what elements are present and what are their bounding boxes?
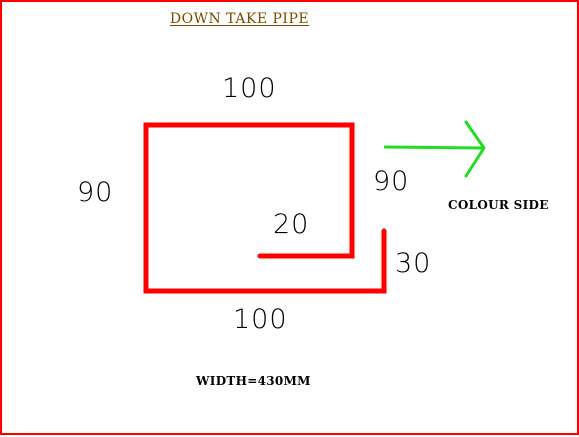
dimension-inner-lip: 20 [273, 209, 310, 240]
drawing-title: DOWN TAKE PIPE [169, 11, 310, 27]
arrow-shaft [383, 145, 485, 150]
arrow-head [464, 120, 486, 178]
colour-side-label: COLOUR SIDE [448, 198, 549, 212]
colour-side-arrow [383, 120, 486, 178]
dimension-right: 90 [373, 166, 410, 197]
dimension-top: 100 [222, 73, 277, 104]
pipe-profile-outline [143, 122, 387, 294]
dimension-outer-lip: 30 [395, 248, 432, 279]
dimension-bottom: 100 [233, 304, 288, 335]
width-label: WIDTH=430MM [196, 374, 311, 388]
dimension-left: 90 [77, 177, 114, 208]
